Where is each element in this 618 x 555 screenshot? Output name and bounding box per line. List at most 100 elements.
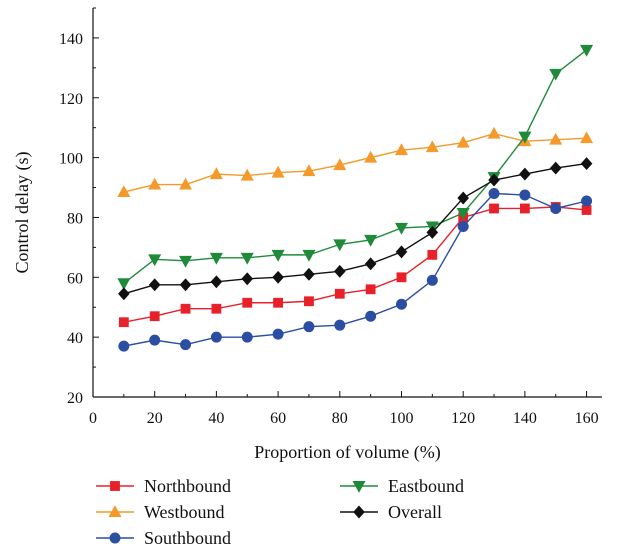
data-point-southbound: [241, 331, 253, 343]
y-tick-label: 40: [67, 330, 83, 347]
legend-label-overall: Overall: [388, 502, 442, 522]
data-point-overall: [303, 267, 315, 281]
data-point-overall: [364, 257, 377, 271]
data-point-southbound: [395, 298, 407, 310]
data-point-overall: [333, 264, 346, 278]
data-point-northbound: [334, 288, 345, 299]
x-tick-label: 100: [389, 410, 413, 427]
legend-marker-eastbound: [352, 480, 366, 493]
data-point-southbound: [303, 321, 315, 333]
data-point-southbound: [457, 220, 469, 232]
legend-marker-southbound: [109, 532, 121, 544]
data-point-southbound: [519, 189, 531, 201]
data-point-eastbound: [302, 249, 316, 262]
legend-label-eastbound: Eastbound: [388, 476, 464, 496]
data-point-northbound: [118, 317, 129, 328]
data-point-westbound: [271, 165, 285, 178]
legend-marker-westbound: [108, 505, 122, 518]
series-eastbound: [117, 44, 594, 291]
y-tick-label: 100: [59, 151, 83, 168]
legend-item-overall: Overall: [340, 502, 442, 522]
x-tick-label: 80: [332, 410, 348, 427]
data-point-westbound: [209, 167, 223, 180]
legend-label-westbound: Westbound: [144, 502, 225, 522]
data-point-southbound: [426, 274, 438, 286]
x-tick-label: 0: [89, 410, 97, 427]
data-point-southbound: [272, 328, 284, 340]
x-tick-label: 60: [270, 410, 286, 427]
data-point-southbound: [118, 340, 130, 352]
data-point-northbound: [427, 249, 438, 260]
legend-item-southbound: Southbound: [96, 528, 231, 548]
series-westbound: [117, 126, 594, 198]
data-point-eastbound: [117, 278, 131, 291]
data-point-westbound: [117, 185, 131, 198]
data-point-southbound: [334, 319, 346, 331]
x-tick-label: 160: [575, 410, 599, 427]
plot-area: [117, 44, 594, 352]
data-point-westbound: [364, 150, 378, 163]
data-point-southbound: [550, 202, 562, 214]
y-tick-label: 60: [67, 270, 83, 287]
series-line-northbound: [123, 206, 587, 323]
legend: Northbound Westbound Southbound Eastbound Ov…: [96, 476, 464, 548]
series-line-southbound: [123, 192, 587, 347]
data-point-westbound: [487, 126, 501, 139]
data-point-southbound: [365, 310, 377, 322]
data-point-westbound: [179, 177, 193, 190]
series-northbound: [118, 202, 592, 328]
x-tick-label: 20: [147, 410, 163, 427]
series-line-eastbound: [123, 49, 588, 284]
data-point-southbound: [210, 331, 222, 343]
data-point-southbound: [180, 339, 192, 351]
data-point-overall: [272, 270, 284, 284]
data-point-northbound: [365, 284, 376, 295]
series-southbound: [118, 188, 593, 352]
data-point-overall: [241, 272, 254, 286]
data-point-overall: [395, 245, 408, 259]
data-point-eastbound: [518, 131, 532, 144]
y-axis-label: Control delay (s): [12, 152, 33, 274]
data-point-eastbound: [456, 207, 470, 220]
data-point-northbound: [211, 303, 222, 314]
data-point-southbound: [581, 195, 593, 207]
data-point-eastbound: [148, 254, 162, 267]
legend-marker-northbound: [110, 481, 120, 491]
data-point-overall: [210, 275, 223, 289]
y-tick-label: 20: [67, 390, 83, 407]
data-point-eastbound: [549, 68, 563, 81]
data-point-southbound: [149, 334, 161, 346]
data-point-eastbound: [364, 234, 378, 247]
legend-label-northbound: Northbound: [144, 476, 231, 496]
data-point-northbound: [581, 205, 592, 215]
data-point-eastbound: [333, 239, 347, 252]
legend-marker-overall: [353, 505, 365, 519]
data-point-eastbound: [179, 255, 193, 268]
x-tick-label: 40: [208, 410, 224, 427]
series-overall: [118, 157, 593, 301]
data-point-westbound: [333, 158, 347, 171]
data-point-eastbound: [394, 222, 408, 235]
data-point-westbound: [456, 135, 470, 148]
data-point-overall: [457, 191, 469, 205]
data-point-westbound: [425, 140, 439, 153]
y-tick-label: 120: [59, 91, 83, 108]
data-point-northbound: [149, 311, 160, 322]
data-point-northbound: [304, 296, 314, 307]
data-point-overall: [118, 287, 130, 301]
data-point-eastbound: [240, 252, 254, 265]
x-tick-label: 120: [451, 410, 475, 427]
series-line-overall: [123, 162, 587, 295]
legend-item-eastbound: Eastbound: [340, 476, 464, 496]
data-point-overall: [148, 278, 161, 292]
data-point-northbound: [519, 203, 530, 214]
data-point-overall: [549, 161, 562, 175]
data-point-overall: [426, 225, 439, 239]
data-point-westbound: [394, 143, 408, 156]
data-point-northbound: [180, 303, 191, 314]
x-tick-label: 140: [513, 410, 537, 427]
data-point-westbound: [240, 168, 254, 181]
data-point-westbound: [549, 132, 563, 145]
data-point-westbound: [148, 177, 162, 190]
data-point-northbound: [273, 297, 283, 308]
